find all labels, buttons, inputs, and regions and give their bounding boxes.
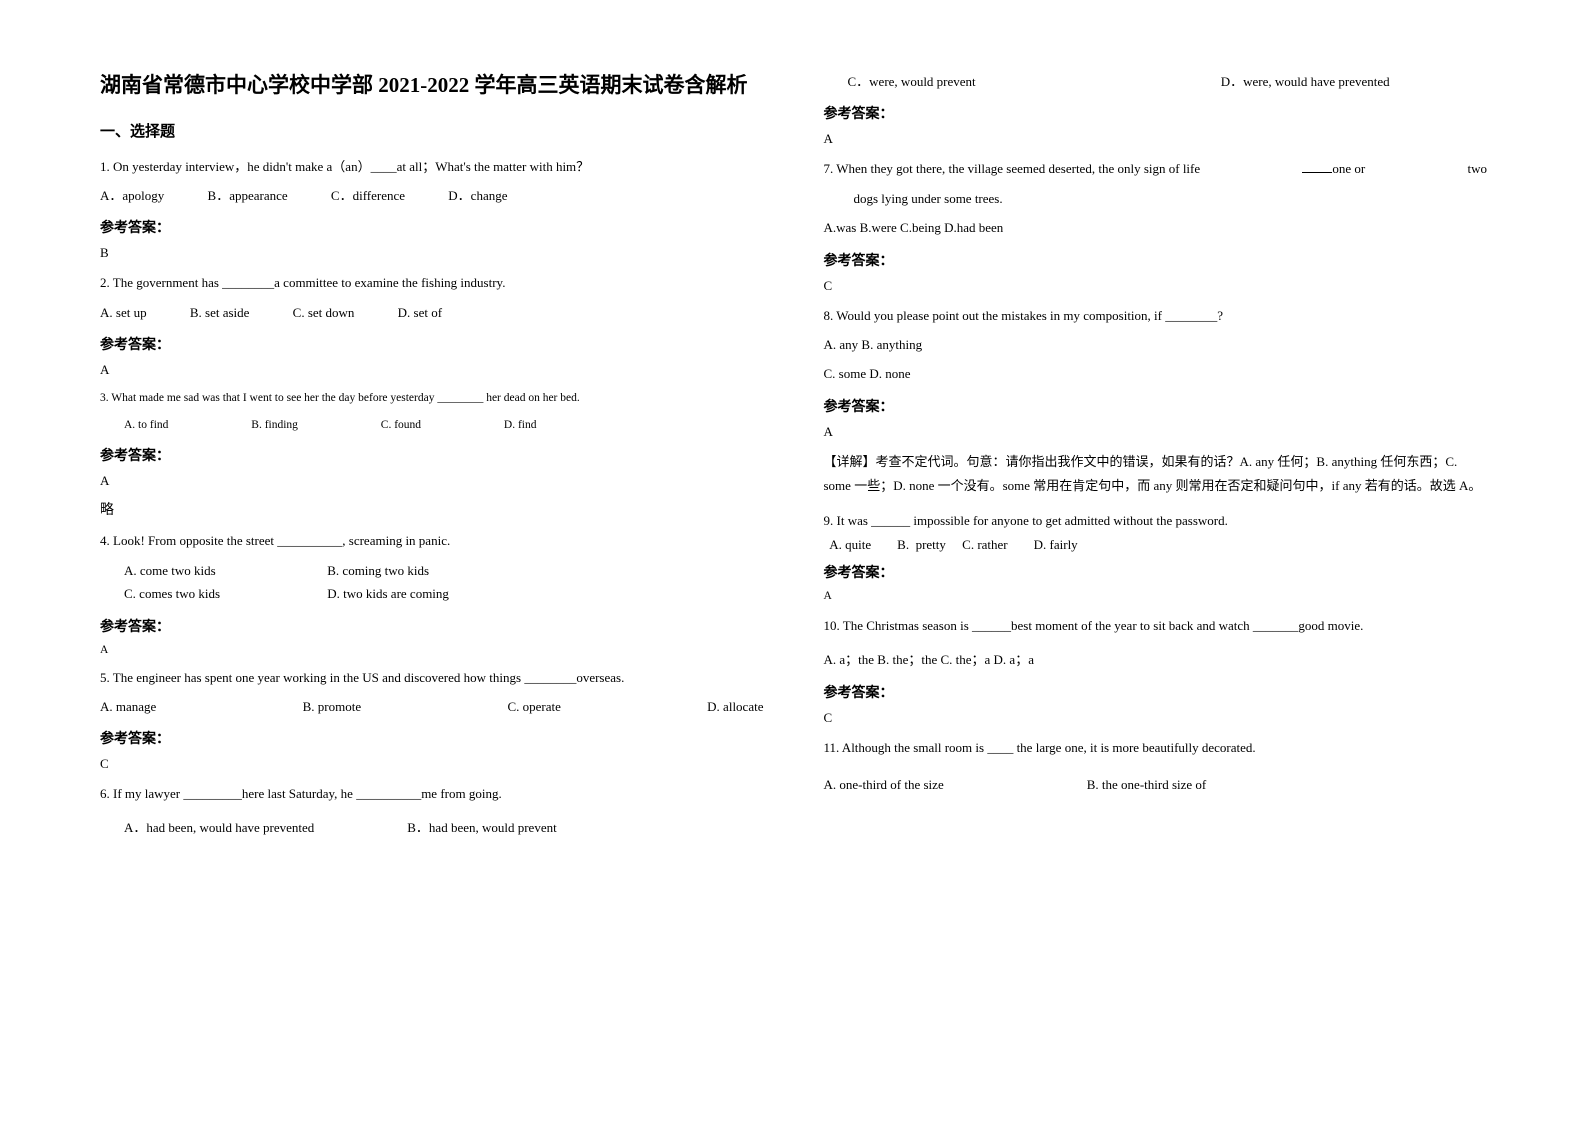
- q11-stem: 11. Although the small room is ____ the …: [824, 736, 1488, 759]
- q7-answer-label: 参考答案：: [824, 250, 1488, 270]
- q1-opt-a: A．apology: [100, 184, 164, 207]
- q6-options-row2: C．were, would prevent D．were, would have…: [824, 70, 1488, 93]
- q8-answer-label: 参考答案：: [824, 396, 1488, 416]
- question-11: 11. Although the small room is ____ the …: [824, 736, 1488, 797]
- q9-stem: 9. It was ______ impossible for anyone t…: [824, 509, 1488, 532]
- question-7: 7. When they got there, the village seem…: [824, 157, 1488, 293]
- q1-stem: 1. On yesterday interview，he didn't make…: [100, 155, 764, 178]
- q3-opt-b: B. finding: [251, 415, 298, 436]
- q7-answer: C: [824, 278, 1488, 294]
- q8-answer: A: [824, 424, 1488, 440]
- q1-options: A．apology B．appearance C．difference D．ch…: [100, 184, 764, 207]
- q9-answer-label: 参考答案：: [824, 562, 1488, 582]
- q7-blank: one or: [1302, 157, 1365, 180]
- q5-opt-b: B. promote: [303, 695, 362, 718]
- q7-stem-line2: dogs lying under some trees.: [824, 187, 1488, 210]
- question-3: 3. What made me sad was that I went to s…: [100, 388, 764, 519]
- q3-note: 略: [100, 499, 764, 519]
- question-6-cont: C．were, would prevent D．were, would have…: [824, 70, 1488, 147]
- q1-opt-c: C．difference: [331, 184, 405, 207]
- q3-options: A. to find B. finding C. found D. find: [100, 415, 764, 436]
- q10-options: A. a；the B. the；the C. the；a D. a；a: [824, 648, 1488, 671]
- q3-opt-c: C. found: [381, 415, 421, 436]
- question-4: 4. Look! From opposite the street ______…: [100, 529, 764, 655]
- q11-opt-a: A. one-third of the size: [824, 773, 1084, 796]
- q2-opt-b: B. set aside: [190, 301, 250, 324]
- q8-options-row2: C. some D. none: [824, 362, 1488, 385]
- question-1: 1. On yesterday interview，he didn't make…: [100, 155, 764, 262]
- q11-options: A. one-third of the size B. the one-thir…: [824, 773, 1488, 796]
- document-title: 湖南省常德市中心学校中学部 2021-2022 学年高三英语期末试卷含解析: [100, 70, 764, 102]
- q3-stem: 3. What made me sad was that I went to s…: [100, 388, 764, 409]
- q8-options-row1: A. any B. anything: [824, 333, 1488, 356]
- q2-opt-a: A. set up: [100, 301, 147, 324]
- q2-answer: A: [100, 362, 764, 378]
- q2-answer-label: 参考答案：: [100, 334, 764, 354]
- q5-answer: C: [100, 756, 764, 772]
- q11-opt-b: B. the one-third size of: [1087, 773, 1207, 796]
- right-column: C．were, would prevent D．were, would have…: [824, 70, 1488, 849]
- q3-answer-label: 参考答案：: [100, 445, 764, 465]
- q2-opt-c: C. set down: [293, 301, 355, 324]
- left-column: 湖南省常德市中心学校中学部 2021-2022 学年高三英语期末试卷含解析 一、…: [100, 70, 764, 849]
- q6-stem: 6. If my lawyer _________here last Satur…: [100, 782, 764, 805]
- q6-opt-b: B．had been, would prevent: [407, 816, 556, 839]
- q5-opt-a: A. manage: [100, 695, 156, 718]
- q4-answer: A: [100, 644, 764, 656]
- question-2: 2. The government has ________a committe…: [100, 271, 764, 378]
- q1-opt-b: B．appearance: [208, 184, 288, 207]
- section-heading: 一、选择题: [100, 120, 764, 141]
- q2-opt-d: D. set of: [398, 301, 442, 324]
- question-5: 5. The engineer has spent one year worki…: [100, 666, 764, 773]
- question-10: 10. The Christmas season is ______best m…: [824, 612, 1488, 726]
- q1-answer: B: [100, 245, 764, 261]
- q8-stem: 8. Would you please point out the mistak…: [824, 304, 1488, 327]
- q5-opt-d: D. allocate: [707, 695, 763, 718]
- q2-stem: 2. The government has ________a committe…: [100, 271, 764, 294]
- q8-explanation: 【详解】考查不定代词。句意：请你指出我作文中的错误，如果有的话？A. any 任…: [824, 450, 1488, 499]
- page-container: 湖南省常德市中心学校中学部 2021-2022 学年高三英语期末试卷含解析 一、…: [0, 0, 1587, 889]
- q10-answer: C: [824, 710, 1488, 726]
- q5-opt-c: C. operate: [507, 695, 560, 718]
- q6-options-row1: A．had been, would have prevented B．had b…: [100, 816, 764, 839]
- q1-opt-d: D．change: [448, 184, 507, 207]
- q4-opt-d: D. two kids are coming: [327, 582, 449, 605]
- q7-options: A.was B.were C.being D.had been: [824, 216, 1488, 239]
- q4-answer-label: 参考答案：: [100, 616, 764, 636]
- q4-stem: 4. Look! From opposite the street ______…: [100, 529, 764, 552]
- q7-stem-part1: 7. When they got there, the village seem…: [824, 157, 1201, 180]
- q6-answer-label: 参考答案：: [824, 103, 1488, 123]
- q7-stem-part2: one or: [1332, 161, 1365, 176]
- q4-options-row2: C. comes two kids D. two kids are coming: [100, 582, 764, 605]
- question-9: 9. It was ______ impossible for anyone t…: [824, 509, 1488, 602]
- q5-answer-label: 参考答案：: [100, 728, 764, 748]
- q4-opt-c: C. comes two kids: [124, 582, 324, 605]
- q4-opt-a: A. come two kids: [124, 559, 324, 582]
- q3-answer: A: [100, 473, 764, 489]
- q10-stem: 10. The Christmas season is ______best m…: [824, 612, 1488, 641]
- q9-options: A. quite B. pretty C. rather D. fairly: [824, 533, 1488, 556]
- q2-options: A. set up B. set aside C. set down D. se…: [100, 301, 764, 324]
- q3-opt-d: D. find: [504, 415, 537, 436]
- q4-options-row1: A. come two kids B. coming two kids: [100, 559, 764, 582]
- q7-stem-part3: two: [1467, 157, 1487, 180]
- q5-stem: 5. The engineer has spent one year worki…: [100, 666, 764, 689]
- question-8: 8. Would you please point out the mistak…: [824, 304, 1488, 500]
- q10-answer-label: 参考答案：: [824, 682, 1488, 702]
- q6-opt-c: C．were, would prevent: [848, 70, 1218, 93]
- q9-answer: A: [824, 590, 1488, 602]
- q6-opt-a: A．had been, would have prevented: [124, 816, 404, 839]
- q3-opt-a: A. to find: [124, 415, 168, 436]
- q6-opt-d: D．were, would have prevented: [1221, 70, 1390, 93]
- q7-stem: 7. When they got there, the village seem…: [824, 157, 1488, 180]
- q1-answer-label: 参考答案：: [100, 217, 764, 237]
- question-6: 6. If my lawyer _________here last Satur…: [100, 782, 764, 839]
- q4-opt-b: B. coming two kids: [327, 559, 429, 582]
- q6-answer: A: [824, 131, 1488, 147]
- q5-options: A. manage B. promote C. operate D. alloc…: [100, 695, 764, 718]
